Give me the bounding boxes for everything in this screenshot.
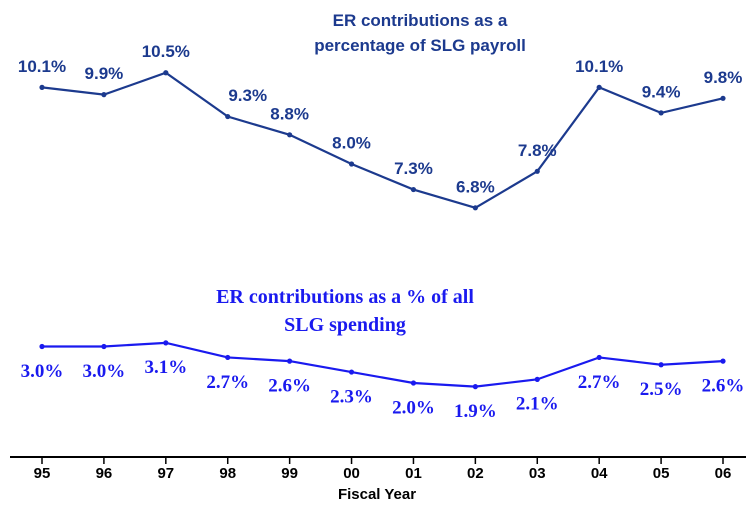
point [596, 84, 602, 90]
point [39, 84, 45, 90]
point [287, 132, 293, 138]
data-label: 3.0% [83, 361, 126, 382]
x-tick-label: 02 [467, 465, 484, 482]
data-label: 10.1% [18, 57, 66, 76]
line [41, 71, 724, 209]
data-label: 2.7% [578, 372, 621, 393]
point [720, 95, 726, 101]
point [658, 110, 664, 116]
data-label: 2.7% [206, 372, 249, 393]
data-label: 6.8% [456, 177, 495, 196]
point [534, 168, 540, 174]
x-axis-label: Fiscal Year [338, 486, 416, 503]
x-tick-label: 97 [157, 465, 174, 482]
x-tick-label: 03 [529, 465, 546, 482]
point [225, 113, 231, 120]
x-tick-label: 00 [343, 465, 360, 482]
x-tick-label: 04 [591, 465, 608, 482]
x-tick-label: 99 [281, 465, 298, 482]
data-label: 1.9% [454, 401, 497, 422]
x-tick-label: 05 [653, 465, 670, 482]
x-tick-label: 01 [405, 465, 422, 482]
x-tick-label: 95 [34, 465, 51, 482]
data-label: 7.3% [394, 159, 433, 178]
point [410, 380, 417, 386]
data-label: 3.1% [144, 357, 187, 378]
series-label: ER contributions as a % of all SLG spend… [216, 286, 474, 336]
point [720, 358, 726, 364]
data-label: 10.5% [142, 42, 190, 61]
point [410, 186, 417, 193]
point [472, 205, 478, 211]
point [658, 362, 664, 368]
x-tick-label: 96 [96, 465, 113, 482]
data-label: 2.3% [330, 386, 373, 407]
data-label: 10.1% [575, 57, 623, 76]
point [596, 354, 602, 361]
data-label: 2.1% [516, 394, 559, 415]
data-label: 9.8% [704, 68, 743, 87]
point [39, 343, 45, 350]
point [348, 161, 355, 167]
data-label: 7.8% [518, 141, 557, 160]
point [101, 92, 107, 98]
point [287, 358, 293, 364]
point [163, 70, 169, 76]
point [163, 340, 169, 346]
data-label: 3.0% [21, 361, 64, 382]
point [534, 376, 540, 382]
data-label: 9.9% [85, 64, 124, 83]
data-label: 9.4% [642, 82, 681, 101]
data-label: 2.6% [702, 375, 745, 396]
point [472, 384, 478, 390]
point [101, 343, 107, 350]
data-label: 2.6% [268, 375, 311, 396]
series-label: ER contributions as a percentage of SLG … [314, 11, 526, 55]
x-tick-label: 98 [219, 465, 236, 482]
data-label: 9.3% [228, 86, 267, 105]
line [42, 341, 724, 388]
data-label: 8.8% [270, 104, 309, 123]
point [225, 354, 231, 361]
point [348, 369, 355, 375]
x-tick-label: 06 [715, 465, 732, 482]
data-label: 2.0% [392, 397, 435, 418]
data-label: 8.0% [332, 133, 371, 152]
data-label: 2.5% [640, 379, 683, 400]
